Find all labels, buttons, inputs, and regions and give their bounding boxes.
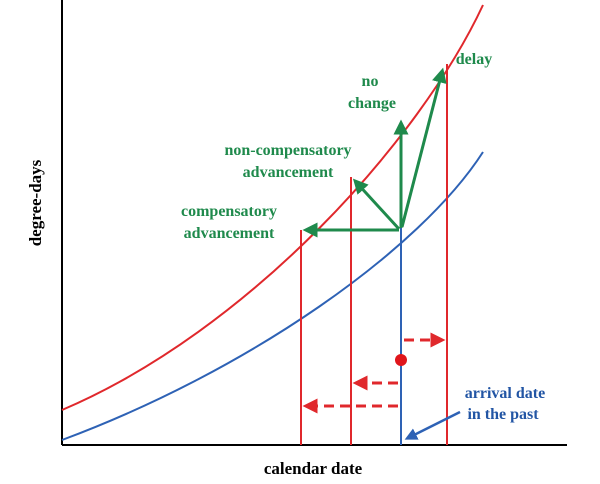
y-axis-label: degree-days xyxy=(26,159,45,246)
compensatory-label-line1: compensatory xyxy=(181,203,277,220)
no-change-label-line1: no xyxy=(362,73,379,90)
arrival-label-line2: in the past xyxy=(467,406,539,423)
arrival-pointer-arrow xyxy=(404,410,461,440)
x-axis-label: calendar date xyxy=(264,459,363,478)
red-threshold-curve xyxy=(61,4,484,411)
non-compensatory-label-line2: advancement xyxy=(243,164,334,181)
compensatory-label-line2: advancement xyxy=(184,225,275,242)
no-change-label-line2: change xyxy=(348,95,396,112)
delay-label: delay xyxy=(456,51,492,68)
non-compensatory-arrow xyxy=(352,178,401,231)
blue-accumulation-curve xyxy=(61,151,484,441)
non-compensatory-label-line1: non-compensatory xyxy=(224,142,351,159)
delay-arrow xyxy=(400,67,447,228)
arrival-dot xyxy=(395,354,407,366)
arrival-label-line1: arrival date xyxy=(465,385,545,402)
